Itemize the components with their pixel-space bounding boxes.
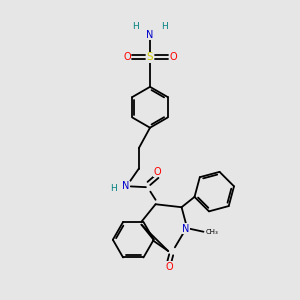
Text: O: O — [153, 167, 161, 176]
Text: N: N — [182, 224, 190, 234]
Text: O: O — [166, 262, 173, 272]
Text: H: H — [111, 184, 117, 193]
Text: N: N — [122, 182, 130, 191]
Text: O: O — [169, 52, 177, 62]
Text: O: O — [123, 52, 131, 62]
Text: S: S — [147, 52, 153, 62]
Text: H: H — [161, 22, 167, 31]
Text: N: N — [146, 30, 154, 40]
Text: H: H — [133, 22, 139, 31]
Text: CH₃: CH₃ — [206, 229, 219, 235]
